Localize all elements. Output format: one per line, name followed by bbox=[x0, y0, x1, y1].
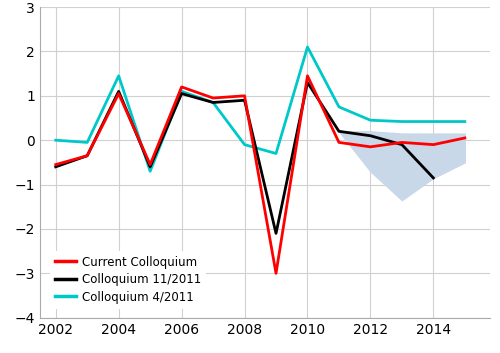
Legend: Current Colloquium, Colloquium 11/2011, Colloquium 4/2011: Current Colloquium, Colloquium 11/2011, … bbox=[50, 251, 206, 309]
